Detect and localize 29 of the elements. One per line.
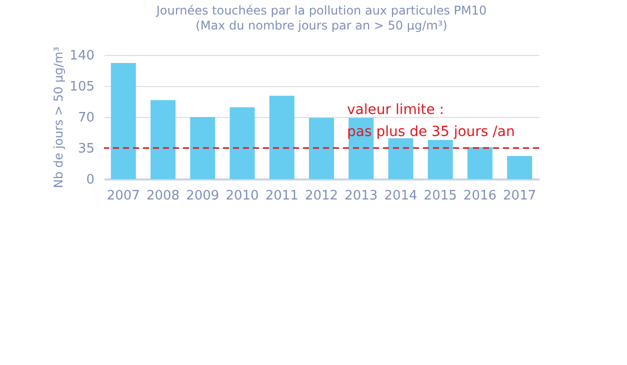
bar (110, 62, 136, 179)
y-tick-label: 140 (70, 48, 94, 64)
bar (507, 156, 532, 179)
y-tick-label: 35 (78, 142, 94, 156)
bar (269, 96, 294, 179)
bar (428, 140, 453, 179)
y-tick-label: 0 (86, 172, 94, 188)
x-tick-label: 2011 (265, 188, 298, 204)
x-tick-label: 2009 (186, 188, 220, 204)
x-tick-label: 2008 (146, 188, 180, 204)
y-tick-label: 70 (78, 110, 94, 126)
x-tick-label: 2010 (226, 188, 259, 204)
x-tick-label: 2014 (384, 188, 418, 204)
x-tick-label: 2007 (106, 188, 140, 204)
y-axis-title: Nb de jours > 50 µg/m³ (52, 46, 66, 188)
bar (467, 147, 492, 179)
bar (230, 107, 255, 179)
y-tick-label: 105 (70, 80, 94, 94)
bar (388, 138, 414, 179)
chart-subtitle: (Max du nombre jours par an > 50 µg/m³) (196, 18, 448, 32)
x-tick-label: 2017 (503, 188, 536, 204)
chart-title: Journées touchées par la pollution aux particules PM10 (155, 3, 487, 18)
bar (150, 100, 176, 179)
x-tick-label: 2012 (304, 188, 338, 204)
x-tick-label: 2016 (463, 188, 497, 204)
bar (190, 117, 216, 179)
x-tick-label: 2015 (424, 188, 457, 204)
x-tick-label: 2013 (344, 188, 378, 204)
bar (309, 118, 334, 179)
